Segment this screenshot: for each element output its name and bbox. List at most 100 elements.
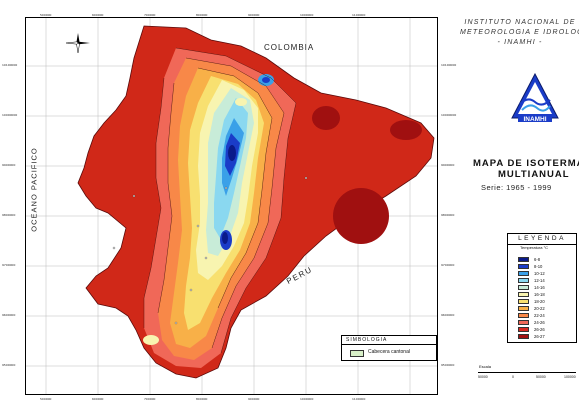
institute-header: INSTITUTO NACIONAL DE METEOROLOGIA E IDR… [460, 18, 579, 48]
isotherm-band [262, 77, 270, 83]
north-arrow-icon [66, 33, 90, 53]
legend-item: 10-12 [518, 270, 545, 276]
legend-swatch [518, 319, 529, 325]
legend-label: 22-24 [534, 312, 545, 318]
legend-label: 26-26 [534, 326, 545, 332]
legend-label: 26-27 [534, 333, 545, 339]
legend-item: 12-14 [518, 277, 545, 283]
institute-line1: INSTITUTO NACIONAL DE [464, 19, 576, 26]
legend-swatch [518, 326, 529, 332]
axis-tick-label: 1000000 [300, 13, 314, 17]
legend-item: 26-26 [518, 326, 545, 332]
scale-tick-label: 100000 [564, 375, 576, 379]
institute-line2: METEOROLOGIA E IDROLOGIA [460, 29, 579, 36]
logo-text: INAMHI [523, 116, 546, 123]
axis-tick-label: 10100000 [441, 63, 457, 67]
isotherm-lines [143, 47, 297, 354]
scale-tick-label: 50000 [536, 375, 546, 379]
map-title: MAPA DE ISOTERMAS MULTIANUAL [473, 158, 579, 180]
simbologia-box: SIMBOLOGIA Cabecera cantonal [341, 335, 437, 361]
legend-item: 22-24 [518, 312, 545, 318]
simbologia-label: Cabecera cantonal [368, 349, 410, 355]
legend-swatch [518, 312, 529, 318]
isotherm-band [222, 232, 228, 244]
axis-tick-label: 10000000 [2, 113, 18, 117]
legend-label: 24-26 [534, 319, 545, 325]
legend-label: 6-8 [534, 256, 541, 262]
map-series: Serie: 1965 - 1999 [481, 183, 552, 192]
legend-item: 18-20 [518, 298, 545, 304]
axis-tick-label: 9800000 [441, 213, 455, 217]
inamhi-logo-icon: INAMHI [511, 72, 559, 123]
legend-item: 6-8 [518, 256, 540, 262]
legend-label: 20-22 [534, 305, 545, 311]
institute-line3: - INAMHI - [497, 39, 543, 46]
legend-unit: Temperatura °C [520, 245, 549, 250]
axis-tick-label: 10100000 [2, 63, 18, 67]
simbologia-swatch [350, 350, 364, 357]
axis-tick-label: 9800000 [2, 213, 16, 217]
legend-item: 26-27 [518, 333, 545, 339]
legend-swatch [518, 256, 529, 262]
legend-item: 16-18 [518, 291, 545, 297]
axis-tick-label: 9600000 [2, 313, 16, 317]
axis-tick-label: 700000 [144, 397, 156, 401]
hot-patch [390, 120, 422, 140]
scale-label: Escala [479, 364, 492, 369]
legend-swatch [518, 284, 529, 290]
axis-tick-label: 9700000 [441, 263, 455, 267]
axis-tick-label: 9500000 [2, 363, 16, 367]
map-frame [25, 17, 438, 395]
city-markers [112, 176, 308, 325]
axis-tick-label: 9900000 [2, 163, 16, 167]
hot-patch [312, 106, 340, 130]
axis-tick-label: 900000 [248, 397, 260, 401]
axis-tick-label: 700000 [144, 13, 156, 17]
label-ocean: OCEANO PACIFICO [29, 147, 39, 232]
axis-tick-label: 9600000 [441, 313, 455, 317]
legend-item: 20-22 [518, 305, 545, 311]
legend-label: 18-20 [534, 298, 545, 304]
legend-label: 10-12 [534, 270, 545, 276]
legend-swatch [518, 263, 529, 269]
legend-swatch [518, 291, 529, 297]
legend-item: 14-16 [518, 284, 545, 290]
axis-tick-label: 1000000 [300, 397, 314, 401]
axis-tick-label: 500000 [40, 397, 52, 401]
legend-swatch [518, 277, 529, 283]
legend-item: 24-26 [518, 319, 545, 325]
legend-swatch [518, 270, 529, 276]
isotherm-band [235, 98, 247, 106]
legend-label: 12-14 [534, 277, 545, 283]
legend-label: 16-18 [534, 291, 545, 297]
legend-swatch [518, 305, 529, 311]
label-colombia: COLOMBIA [264, 43, 315, 52]
legend-title: LEYENDA [508, 234, 576, 245]
simbologia-title: SIMBOLOGIA [342, 336, 436, 345]
axis-tick-label: 600000 [92, 13, 104, 17]
title-line2: MULTIANUAL [498, 169, 570, 180]
axis-tick-label: 9700000 [2, 263, 16, 267]
legend-item: 8-10 [518, 263, 542, 269]
legend-label: 14-16 [534, 284, 545, 290]
scale-bar [478, 372, 576, 375]
axis-tick-label: 900000 [248, 13, 260, 17]
isotherm-band [143, 335, 159, 345]
title-line1: MAPA DE ISOTERMAS [473, 158, 579, 169]
legend-swatch [518, 298, 529, 304]
axis-tick-label: 500000 [40, 13, 52, 17]
hot-patch [333, 188, 389, 244]
axis-tick-label: 1100000 [352, 13, 366, 17]
axis-tick-label: 9900000 [441, 163, 455, 167]
legend: LEYENDA Temperatura °C 6-8 8-10 10-12 12-14… [507, 233, 577, 343]
legend-label: 8-10 [534, 263, 543, 269]
axis-tick-label: 800000 [196, 397, 208, 401]
isotherm-map [26, 18, 437, 394]
axis-tick-label: 10000000 [441, 113, 457, 117]
legend-swatch [518, 333, 529, 339]
isotherm-band [228, 145, 236, 161]
scale-tick-label: 50000 [478, 375, 488, 379]
axis-tick-label: 800000 [196, 13, 208, 17]
axis-tick-label: 9500000 [441, 363, 455, 367]
scale-tick-label: 0 [512, 375, 514, 379]
